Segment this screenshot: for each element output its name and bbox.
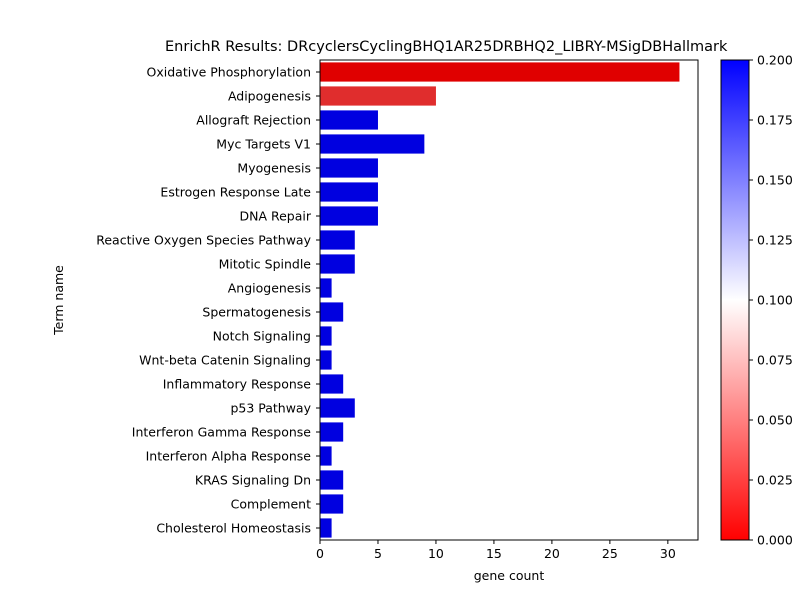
y-tick-label: Estrogen Response Late bbox=[160, 185, 311, 200]
y-axis-label: Term name bbox=[51, 265, 66, 336]
plot-frame bbox=[319, 59, 699, 541]
x-tick-label: 0 bbox=[316, 546, 324, 561]
bar bbox=[320, 494, 344, 514]
y-tick-label: Oxidative Phosphorylation bbox=[147, 65, 311, 80]
y-tick-label: Angiogenesis bbox=[228, 281, 311, 296]
y-tick-label: Mitotic Spindle bbox=[219, 257, 312, 272]
y-tick-label: p53 Pathway bbox=[230, 401, 311, 416]
bar bbox=[320, 470, 344, 490]
colorbar-tick-label: 0.150 bbox=[757, 173, 793, 188]
x-tick-label: 20 bbox=[544, 546, 560, 561]
y-tick-label: Myogenesis bbox=[237, 161, 311, 176]
bar bbox=[320, 518, 332, 538]
colorbar-tick-label: 0.175 bbox=[757, 113, 793, 128]
bar bbox=[320, 86, 436, 106]
colorbar-tick-label: 0.100 bbox=[757, 293, 793, 308]
x-axis-label: gene count bbox=[474, 568, 545, 583]
bar-group bbox=[320, 62, 680, 538]
bar bbox=[320, 134, 425, 154]
bar bbox=[320, 62, 680, 82]
bar bbox=[320, 446, 332, 466]
bar bbox=[320, 230, 355, 250]
bar bbox=[320, 182, 378, 202]
x-tick-label: 15 bbox=[486, 546, 502, 561]
bar bbox=[320, 326, 332, 346]
x-axis-ticks: 0 5 10 15 20 25 30 bbox=[316, 540, 676, 561]
colorbar-tick-label: 0.125 bbox=[757, 233, 793, 248]
colorbar-tick-label: 0.200 bbox=[757, 53, 793, 68]
y-tick-label: Reactive Oxygen Species Pathway bbox=[96, 233, 311, 248]
x-tick-label: 10 bbox=[428, 546, 444, 561]
colorbar bbox=[720, 59, 750, 541]
y-tick-label: Complement bbox=[231, 497, 311, 512]
colorbar-tick-label: 0.075 bbox=[757, 353, 793, 368]
y-axis-ticks: Oxidative Phosphorylation Adipogenesis All… bbox=[96, 65, 320, 536]
y-tick-label: Interferon Gamma Response bbox=[132, 425, 312, 440]
y-tick-label: KRAS Signaling Dn bbox=[195, 473, 311, 488]
bar bbox=[320, 158, 378, 178]
y-tick-label: DNA Repair bbox=[239, 209, 311, 224]
colorbar-ticks: 0.000 0.025 0.050 0.075 0.100 0.125 0.150 0.175… bbox=[749, 53, 793, 548]
x-tick-label: 5 bbox=[374, 546, 382, 561]
colorbar-tick-label: 0.025 bbox=[757, 473, 793, 488]
bar bbox=[320, 350, 332, 370]
y-tick-label: Notch Signaling bbox=[213, 329, 311, 344]
x-tick-label: 25 bbox=[602, 546, 618, 561]
y-tick-label: Myc Targets V1 bbox=[216, 137, 311, 152]
colorbar-tick-label: 0.000 bbox=[757, 533, 793, 548]
bar bbox=[320, 110, 378, 130]
x-tick-label: 30 bbox=[660, 546, 676, 561]
y-tick-label: Cholesterol Homeostasis bbox=[156, 521, 311, 536]
colorbar-tick-label: 0.050 bbox=[757, 413, 793, 428]
y-tick-label: Inflammatory Response bbox=[163, 377, 312, 392]
bar bbox=[320, 374, 344, 394]
bar bbox=[320, 398, 355, 418]
y-tick-label: Adipogenesis bbox=[228, 89, 311, 104]
bar bbox=[320, 422, 344, 442]
y-tick-label: Interferon Alpha Response bbox=[146, 449, 312, 464]
bar bbox=[320, 206, 378, 226]
y-tick-label: Allograft Rejection bbox=[196, 113, 311, 128]
bar bbox=[320, 254, 355, 274]
bar bbox=[320, 302, 344, 322]
chart-title: EnrichR Results: DRcyclersCyclingBHQ1AR2… bbox=[165, 39, 728, 55]
y-tick-label: Spermatogenesis bbox=[202, 305, 311, 320]
bar bbox=[320, 278, 332, 298]
y-tick-label: Wnt-beta Catenin Signaling bbox=[139, 353, 311, 368]
